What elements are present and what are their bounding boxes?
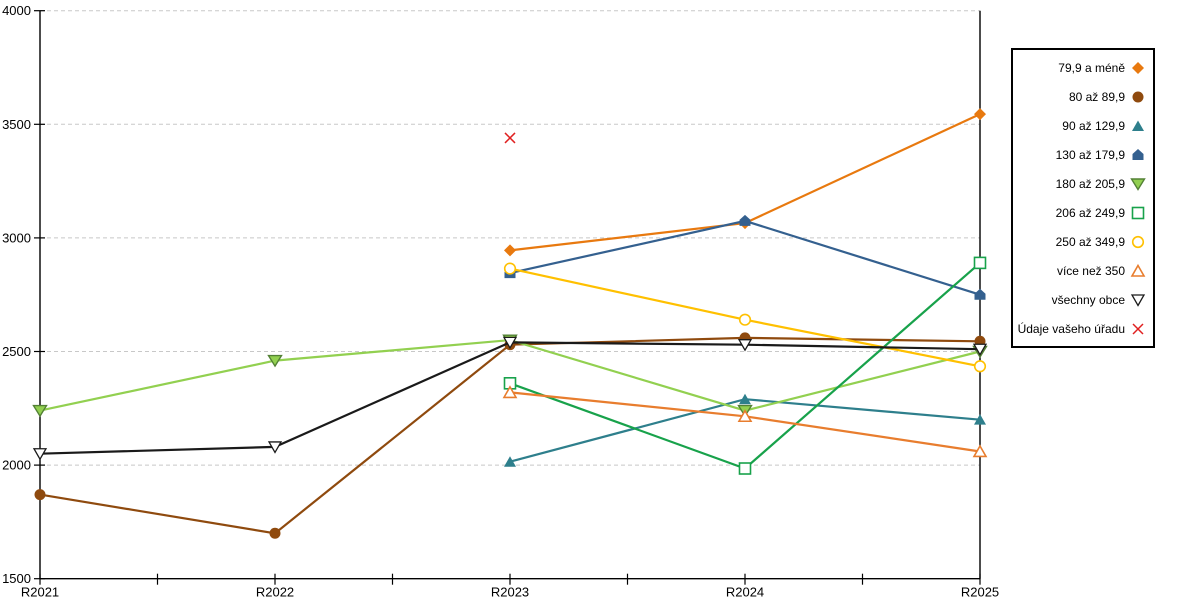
triangle-up-open-marker-icon bbox=[502, 385, 518, 399]
series-line bbox=[39, 336, 981, 535]
y-tick-label: 3000 bbox=[2, 230, 31, 245]
x-tick-label: R2024 bbox=[726, 585, 764, 600]
legend-item-label: více než 350 bbox=[1056, 263, 1125, 278]
legend-item: Údaje vašeho úřadu bbox=[1013, 314, 1153, 343]
triangle-down-open-marker-icon bbox=[32, 448, 48, 461]
legend-item-label: 130 až 179,9 bbox=[1055, 147, 1125, 162]
circle-filled-marker-icon bbox=[34, 489, 46, 501]
legend-item: 80 až 89,9 bbox=[1013, 82, 1153, 111]
circle-open-marker-icon bbox=[503, 262, 517, 275]
triangle-down-open-marker-icon bbox=[737, 339, 753, 352]
y-tick-label: 2000 bbox=[2, 458, 31, 473]
triangle-down-filled-marker-icon bbox=[32, 404, 48, 418]
legend-item: 180 až 205,9 bbox=[1013, 169, 1153, 198]
series-line bbox=[509, 113, 981, 252]
legend-item-label: 79,9 a méně bbox=[1058, 60, 1125, 75]
triangle-up-open-marker-icon bbox=[737, 409, 753, 423]
triangle-down-open-marker-icon bbox=[972, 343, 988, 357]
y-tick-label: 2500 bbox=[2, 344, 31, 359]
triangle-up-open-marker-icon bbox=[1130, 263, 1146, 277]
legend-item: 90 až 129,9 bbox=[1013, 111, 1153, 140]
square-open-icon bbox=[1130, 205, 1146, 221]
series-80-a-89-9 bbox=[34, 332, 986, 539]
circle-open-marker-icon bbox=[973, 360, 987, 373]
triangle-up-filled-marker-icon bbox=[504, 456, 516, 467]
diamond-filled-marker-icon bbox=[504, 244, 516, 257]
legend-item-label: 80 až 89,9 bbox=[1068, 89, 1125, 104]
triangle-down-open-marker-icon bbox=[267, 441, 283, 454]
x-tick-label: R2025 bbox=[961, 585, 999, 600]
legend-item: 250 až 349,9 bbox=[1013, 227, 1153, 256]
x-tick-label: R2021 bbox=[21, 585, 59, 600]
y-tick-label: 1500 bbox=[2, 571, 31, 586]
series-79-9-a-m-n- bbox=[504, 108, 986, 257]
legend-item: všechny obce bbox=[1013, 285, 1153, 314]
circle-filled-marker-icon bbox=[1132, 91, 1144, 102]
x-marker-icon bbox=[504, 132, 516, 144]
triangle-down-filled-icon bbox=[1130, 176, 1146, 192]
triangle-down-open-marker-icon bbox=[502, 336, 518, 350]
square-open-marker-icon bbox=[1131, 206, 1145, 219]
y-tick-label: 3500 bbox=[2, 117, 31, 132]
triangle-down-open-icon bbox=[1130, 292, 1146, 308]
legend-item-label: Údaje vašeho úřadu bbox=[1017, 321, 1125, 336]
triangle-down-filled-marker-icon bbox=[267, 354, 283, 368]
series-206-a-249-9 bbox=[503, 256, 987, 475]
x-tick-label: R2022 bbox=[256, 585, 294, 600]
diamond-filled-icon bbox=[1130, 60, 1146, 76]
diamond-filled-marker-icon bbox=[1132, 61, 1144, 74]
circle-open-marker-icon bbox=[738, 313, 752, 326]
triangle-down-open-marker-icon bbox=[1130, 293, 1146, 307]
circle-filled-marker-icon bbox=[269, 527, 281, 539]
legend-item: 130 až 179,9 bbox=[1013, 140, 1153, 169]
series-v-ce-ne-350 bbox=[502, 385, 988, 458]
triangle-up-filled-marker-icon bbox=[974, 414, 986, 425]
series-line bbox=[39, 338, 981, 412]
series-90-a-129-9 bbox=[504, 393, 986, 467]
pentagon-filled-icon bbox=[1130, 147, 1146, 163]
x-marker-icon bbox=[1132, 322, 1144, 335]
triangle-up-filled-marker-icon bbox=[1132, 120, 1144, 131]
legend-item: 79,9 a méně bbox=[1013, 53, 1153, 82]
triangle-up-open-icon bbox=[1130, 263, 1146, 279]
legend-item-label: 90 až 129,9 bbox=[1062, 118, 1125, 133]
legend-item-label: 206 až 249,9 bbox=[1055, 205, 1125, 220]
legend-item-label: 250 až 349,9 bbox=[1055, 234, 1125, 249]
legend-item: více než 350 bbox=[1013, 256, 1153, 285]
triangle-down-filled-marker-icon bbox=[1130, 177, 1146, 191]
circle-open-marker-icon bbox=[1131, 235, 1145, 248]
legend-item: 206 až 249,9 bbox=[1013, 198, 1153, 227]
series-line bbox=[509, 262, 981, 470]
triangle-up-open-marker-icon bbox=[972, 444, 988, 458]
y-tick-label: 4000 bbox=[2, 3, 31, 18]
square-open-marker-icon bbox=[738, 462, 752, 475]
pentagon-filled-marker-icon bbox=[1132, 148, 1144, 160]
x-icon bbox=[1130, 321, 1146, 337]
legend: 79,9 a méně 80 až 89,9 90 až 129,9 130 až 1… bbox=[1011, 48, 1155, 348]
series-250-a-349-9 bbox=[503, 262, 987, 373]
circle-open-icon bbox=[1130, 234, 1146, 250]
x-tick-label: R2023 bbox=[491, 585, 529, 600]
series--daje-va-eho-adu bbox=[504, 132, 516, 144]
circle-filled-icon bbox=[1130, 89, 1146, 105]
legend-item-label: 180 až 205,9 bbox=[1055, 176, 1125, 191]
square-open-marker-icon bbox=[973, 256, 987, 270]
triangle-up-filled-marker-icon bbox=[739, 393, 751, 405]
triangle-up-filled-icon bbox=[1130, 118, 1146, 134]
series-v-echny-obce bbox=[32, 336, 988, 461]
pentagon-filled-marker-icon bbox=[974, 288, 986, 300]
diamond-filled-marker-icon bbox=[974, 108, 986, 121]
pentagon-filled-marker-icon bbox=[739, 214, 751, 226]
legend-item-label: všechny obce bbox=[1051, 292, 1125, 307]
